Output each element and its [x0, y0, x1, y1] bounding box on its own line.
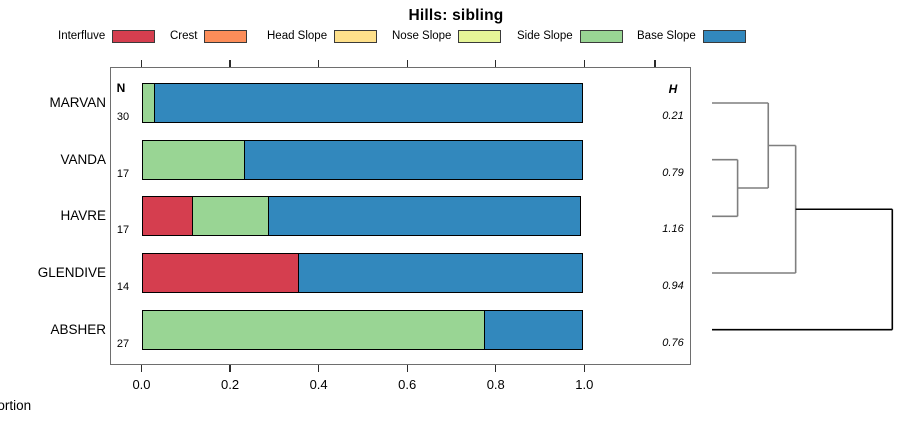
- legend-item-interfluve: Interfluve: [58, 28, 156, 44]
- stacked-bar-havre: [141, 196, 585, 237]
- legend-swatch-crest: [204, 29, 248, 43]
- top-axis-tick: [495, 60, 497, 67]
- legend-label: Head Slope: [267, 30, 328, 42]
- legend-label: Nose Slope: [392, 30, 452, 42]
- h-value-absher: 0.76: [662, 336, 684, 349]
- h-value-marvan: 0.21: [662, 110, 684, 122]
- top-axis-extra-tick: [654, 60, 656, 67]
- legend-item-side-slope: Side Slope: [517, 28, 623, 44]
- legend-swatch-head-slope: [334, 29, 378, 43]
- bar-segment-interfluve: [141, 253, 300, 293]
- legend-swatch-base-slope: [702, 29, 746, 43]
- x-tick-label: 0.0: [132, 377, 151, 392]
- bar-segment-base-slope: [154, 83, 583, 123]
- top-axis-tick: [229, 60, 231, 67]
- bar-segment-base-slope: [484, 309, 583, 350]
- x-axis-title: Proportion: [0, 398, 32, 413]
- n-column-header: N: [116, 81, 126, 95]
- legend-swatch-side-slope: [579, 29, 623, 43]
- bottom-axis-tick: [583, 365, 585, 372]
- stacked-bar-marvan: [141, 83, 585, 123]
- legend-label: Base Slope: [637, 30, 696, 42]
- n-value-havre: 17: [116, 224, 130, 237]
- row-label-marvan: MARVAN: [49, 95, 106, 110]
- row-label-havre: HAVRE: [60, 208, 106, 224]
- top-axis-tick: [406, 60, 408, 67]
- bottom-axis-tick: [317, 365, 320, 372]
- bar-segment-side-slope: [141, 139, 246, 180]
- bar-segment-base-slope: [243, 139, 583, 180]
- legend-item-crest: Crest: [170, 28, 248, 44]
- x-tick-label: 0.8: [486, 377, 505, 392]
- x-tick-label: 0.4: [309, 377, 328, 392]
- legend-item-head-slope: Head Slope: [267, 28, 378, 44]
- bar-segment-side-slope: [192, 196, 270, 237]
- top-axis-tick: [317, 60, 320, 67]
- legend-swatch-interfluve: [112, 29, 156, 43]
- legend-swatch-nose-slope: [458, 29, 502, 43]
- legend-label: Interfluve: [58, 30, 106, 42]
- x-tick-label: 0.6: [398, 377, 417, 392]
- bottom-axis-tick: [229, 365, 231, 372]
- h-value-vanda: 0.79: [662, 166, 684, 179]
- bar-segment-base-slope: [268, 196, 581, 237]
- n-value-glendive: 14: [116, 281, 130, 293]
- top-axis-tick: [140, 60, 143, 67]
- x-tick-label: 0.2: [221, 377, 240, 392]
- legend-label: Crest: [170, 30, 198, 42]
- row-label-glendive: GLENDIVE: [37, 265, 106, 280]
- row-label-vanda: VANDA: [60, 151, 106, 167]
- bar-segment-side-slope: [141, 309, 486, 350]
- x-tick-label: 1.0: [575, 377, 594, 392]
- h-column-header: H: [668, 82, 678, 96]
- stacked-bar-glendive: [141, 253, 585, 293]
- legend-item-base-slope: Base Slope: [637, 28, 746, 44]
- stacked-bar-absher: [141, 309, 585, 350]
- chart-title: Hills: sibling: [408, 7, 504, 24]
- bar-segment-interfluve: [141, 196, 194, 237]
- legend-label: Side Slope: [517, 30, 573, 42]
- h-value-glendive: 0.94: [662, 280, 684, 292]
- plot-area-border: [110, 67, 691, 365]
- bottom-axis-tick: [140, 365, 143, 372]
- legend-item-nose-slope: Nose Slope: [392, 28, 502, 44]
- row-label-absher: ABSHER: [50, 321, 106, 337]
- bottom-axis-tick: [495, 365, 497, 372]
- stacked-bar-vanda: [141, 139, 585, 180]
- h-value-havre: 1.16: [662, 223, 684, 236]
- n-value-absher: 27: [116, 337, 130, 350]
- top-axis-tick: [583, 60, 585, 67]
- n-value-vanda: 17: [116, 167, 130, 180]
- n-value-marvan: 30: [116, 111, 130, 123]
- bottom-axis-tick: [406, 365, 408, 372]
- bar-segment-base-slope: [297, 253, 583, 293]
